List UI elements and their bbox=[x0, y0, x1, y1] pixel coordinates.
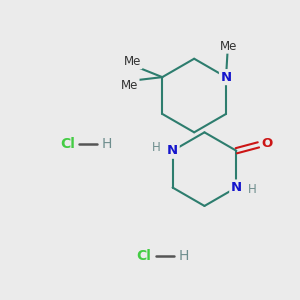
Text: N: N bbox=[220, 70, 232, 84]
Text: H: H bbox=[179, 249, 189, 263]
Text: H: H bbox=[102, 137, 112, 151]
Text: Cl: Cl bbox=[60, 137, 75, 151]
Text: H: H bbox=[152, 141, 161, 154]
Text: H: H bbox=[248, 182, 257, 196]
Text: Me: Me bbox=[220, 40, 238, 53]
Text: Cl: Cl bbox=[137, 249, 152, 263]
Text: Me: Me bbox=[124, 55, 142, 68]
Text: O: O bbox=[262, 137, 273, 150]
Text: N: N bbox=[231, 181, 242, 194]
Text: Me: Me bbox=[121, 79, 139, 92]
Text: N: N bbox=[167, 144, 178, 157]
